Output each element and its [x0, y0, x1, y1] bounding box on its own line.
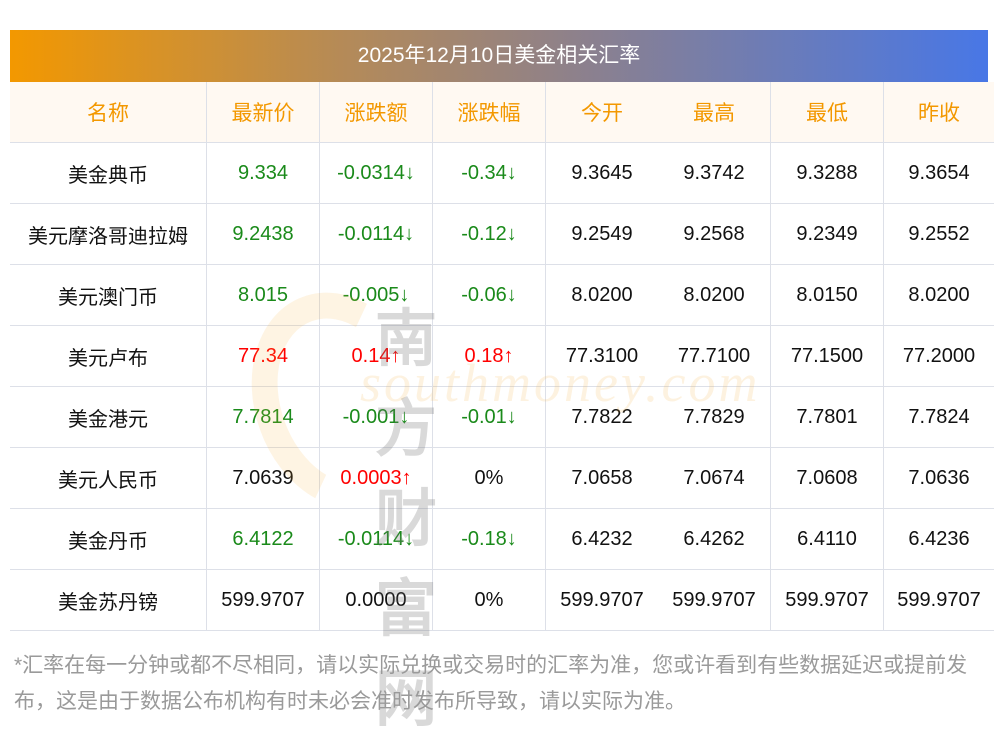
latest-price: 9.2438 — [206, 203, 320, 265]
high-price: 9.2568 — [658, 203, 771, 265]
change-percent: -0.18↓ — [432, 508, 546, 570]
latest-price: 9.334 — [206, 142, 320, 204]
table-row: 美元人民币 7.0639 0.0003↑ 0% 7.0658 7.0674 7.0608 7.… — [10, 447, 994, 509]
prev-close: 77.2000 — [883, 325, 994, 387]
page-title: 2025年12月10日美金相关汇率 — [10, 30, 988, 82]
low-price: 7.7801 — [770, 386, 884, 448]
high-price: 9.3742 — [658, 142, 771, 204]
latest-price: 599.9707 — [206, 569, 320, 631]
change-amount: 0.0000 — [319, 569, 433, 631]
change-percent: -0.06↓ — [432, 264, 546, 326]
footer-note: *汇率在每一分钟或都不尽相同，请以实际兑换或交易时的汇率为准，您或许看到有些数据… — [14, 654, 968, 713]
currency-name: 美元人民币 — [10, 447, 207, 509]
change-amount: -0.005↓ — [319, 264, 433, 326]
open-price: 599.9707 — [545, 569, 658, 631]
currency-name: 美元卢布 — [10, 325, 207, 387]
open-price: 7.0658 — [545, 447, 658, 509]
col-open: 今开 — [545, 82, 658, 143]
high-price: 7.7829 — [658, 386, 771, 448]
low-price: 9.3288 — [770, 142, 884, 204]
low-price: 599.9707 — [770, 569, 884, 631]
change-amount: -0.0314↓ — [319, 142, 433, 204]
high-price: 8.0200 — [658, 264, 771, 326]
currency-name: 美金丹币 — [10, 508, 207, 570]
change-amount: -0.0114↓ — [319, 203, 433, 265]
col-prev-close: 昨收 — [883, 82, 994, 143]
table-row: 美金丹币 6.4122 -0.0114↓ -0.18↓ 6.4232 6.4262 6.41… — [10, 508, 994, 570]
prev-close: 599.9707 — [883, 569, 994, 631]
latest-price: 6.4122 — [206, 508, 320, 570]
table-row: 美金典币 9.334 -0.0314↓ -0.34↓ 9.3645 9.3742 9.328… — [10, 142, 994, 204]
high-price: 599.9707 — [658, 569, 771, 631]
high-price: 7.0674 — [658, 447, 771, 509]
col-name: 名称 — [10, 82, 207, 143]
change-percent: -0.12↓ — [432, 203, 546, 265]
table-row: 美元摩洛哥迪拉姆 9.2438 -0.0114↓ -0.12↓ 9.2549 9.2568… — [10, 203, 994, 265]
change-percent: -0.01↓ — [432, 386, 546, 448]
currency-name: 美元摩洛哥迪拉姆 — [10, 203, 207, 265]
col-latest: 最新价 — [206, 82, 320, 143]
high-price: 77.7100 — [658, 325, 771, 387]
change-percent: 0.18↑ — [432, 325, 546, 387]
change-percent: 0% — [432, 447, 546, 509]
latest-price: 7.7814 — [206, 386, 320, 448]
col-high: 最高 — [658, 82, 771, 143]
col-change: 涨跌额 — [319, 82, 433, 143]
open-price: 9.2549 — [545, 203, 658, 265]
exchange-rate-table: 名称 最新价 涨跌额 涨跌幅 今开 最高 最低 昨收 美金典币 9.334 -0.0… — [10, 82, 994, 631]
high-price: 6.4262 — [658, 508, 771, 570]
low-price: 77.1500 — [770, 325, 884, 387]
currency-name: 美元澳门币 — [10, 264, 207, 326]
open-price: 6.4232 — [545, 508, 658, 570]
change-percent: -0.34↓ — [432, 142, 546, 204]
prev-close: 8.0200 — [883, 264, 994, 326]
low-price: 9.2349 — [770, 203, 884, 265]
latest-price: 77.34 — [206, 325, 320, 387]
prev-close: 9.2552 — [883, 203, 994, 265]
open-price: 77.3100 — [545, 325, 658, 387]
change-amount: 0.0003↑ — [319, 447, 433, 509]
change-amount: 0.14↑ — [319, 325, 433, 387]
currency-name: 美金港元 — [10, 386, 207, 448]
open-price: 9.3645 — [545, 142, 658, 204]
prev-close: 6.4236 — [883, 508, 994, 570]
prev-close: 7.0636 — [883, 447, 994, 509]
open-price: 8.0200 — [545, 264, 658, 326]
low-price: 7.0608 — [770, 447, 884, 509]
prev-close: 7.7824 — [883, 386, 994, 448]
col-low: 最低 — [770, 82, 884, 143]
table-row: 美金港元 7.7814 -0.001↓ -0.01↓ 7.7822 7.7829 7.780… — [10, 386, 994, 448]
table-row: 美元卢布 77.34 0.14↑ 0.18↑ 77.3100 77.7100 77.1500… — [10, 325, 994, 387]
latest-price: 8.015 — [206, 264, 320, 326]
table-row: 美金苏丹镑 599.9707 0.0000 0% 599.9707 599.9707 599… — [10, 569, 994, 631]
change-amount: -0.0114↓ — [319, 508, 433, 570]
currency-name: 美金典币 — [10, 142, 207, 204]
table-header: 名称 最新价 涨跌额 涨跌幅 今开 最高 最低 昨收 — [10, 82, 994, 143]
prev-close: 9.3654 — [883, 142, 994, 204]
open-price: 7.7822 — [545, 386, 658, 448]
latest-price: 7.0639 — [206, 447, 320, 509]
low-price: 8.0150 — [770, 264, 884, 326]
currency-name: 美金苏丹镑 — [10, 569, 207, 631]
change-amount: -0.001↓ — [319, 386, 433, 448]
col-change-pct: 涨跌幅 — [432, 82, 546, 143]
table-row: 美元澳门币 8.015 -0.005↓ -0.06↓ 8.0200 8.0200 8.015… — [10, 264, 994, 326]
change-percent: 0% — [432, 569, 546, 631]
low-price: 6.4110 — [770, 508, 884, 570]
